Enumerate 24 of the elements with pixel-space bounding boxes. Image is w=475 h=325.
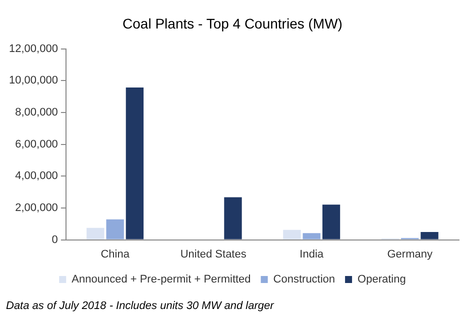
- legend-label: Announced + Pre-permit + Permitted: [72, 274, 251, 286]
- bar: [126, 87, 144, 240]
- x-tick-label: China: [100, 248, 130, 260]
- bar: [86, 228, 104, 240]
- bar: [322, 204, 340, 240]
- bar: [302, 233, 320, 240]
- x-tick-label: United States: [180, 248, 247, 260]
- x-tick-label: India: [300, 248, 324, 260]
- legend-label: Construction: [273, 274, 336, 286]
- y-tick-label: 0: [52, 234, 58, 246]
- y-tick-label: 6,00,000: [15, 138, 58, 150]
- bar: [283, 230, 301, 240]
- y-tick-label: 8,00,000: [15, 106, 58, 118]
- chart-title: Coal Plants - Top 4 Countries (MW): [122, 15, 342, 32]
- y-tick-label: 4,00,000: [15, 170, 58, 182]
- bar: [106, 219, 124, 240]
- x-tick-label: Germany: [387, 248, 433, 260]
- bar: [224, 197, 242, 240]
- legend-label: Operating: [358, 274, 406, 286]
- y-tick-label: 12,00,000: [9, 42, 58, 55]
- bar: [420, 232, 438, 240]
- y-tick-label: 10,00,000: [9, 74, 58, 87]
- y-tick-label: 2,00,000: [15, 202, 58, 214]
- text: Data as of July 2018 - Includes units 30 MW and larger: [6, 300, 274, 312]
